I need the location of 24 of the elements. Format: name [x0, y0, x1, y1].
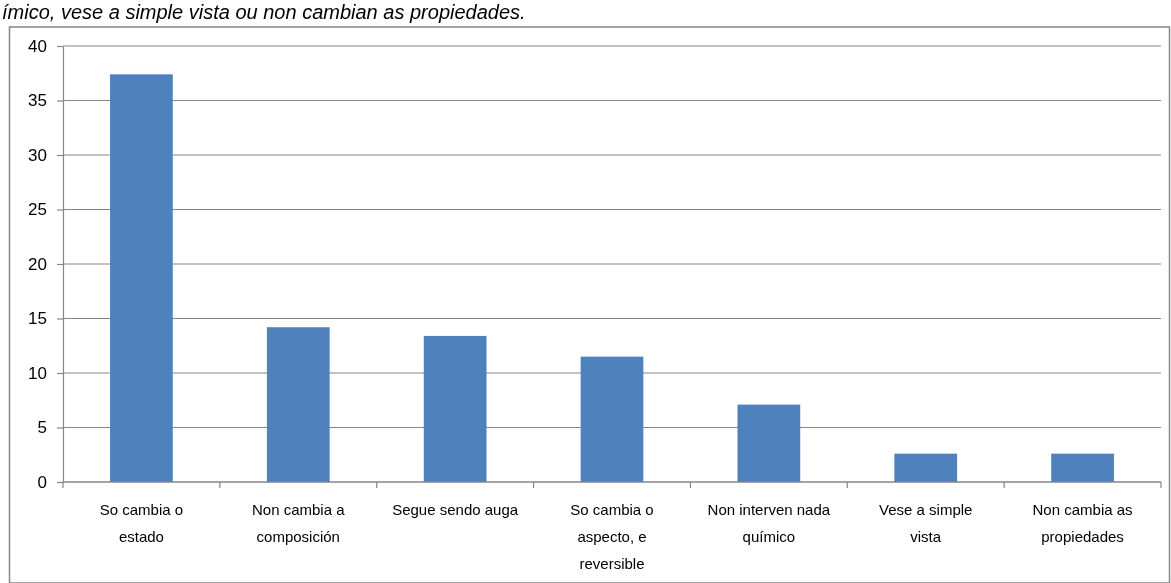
x-tick-label: So cambia o estado	[99, 501, 184, 545]
bar	[737, 404, 801, 482]
bar	[110, 74, 173, 482]
x-tick-label: Vese a simple vista	[879, 501, 973, 545]
y-tick-label: 0	[37, 472, 47, 492]
bar	[894, 453, 958, 482]
y-tick-label: 25	[28, 200, 47, 220]
bar	[580, 356, 644, 482]
y-tick-label: 30	[28, 145, 47, 165]
bar	[266, 327, 330, 482]
y-tick-label: 20	[28, 254, 47, 274]
x-tick-label: Segue sendo auga	[392, 501, 519, 518]
y-tick-label: 40	[28, 36, 47, 56]
bar	[423, 335, 487, 482]
bar	[1051, 453, 1114, 482]
y-tick-label: 15	[28, 309, 47, 329]
x-tick-label: Non cambia as propiedades	[1032, 501, 1133, 545]
y-tick-label: 35	[28, 91, 47, 111]
x-tick-label: So cambia o aspecto, e reversible	[570, 501, 654, 572]
chart-title: ímico, vese a simple vista ou non cambian as propiedades.	[2, 1, 526, 23]
x-tick-label: Non interven nada químico	[707, 501, 831, 545]
y-tick-label: 10	[28, 363, 47, 383]
x-tick-label: Non cambia a composición	[252, 501, 346, 545]
y-tick-label: 5	[37, 418, 47, 438]
